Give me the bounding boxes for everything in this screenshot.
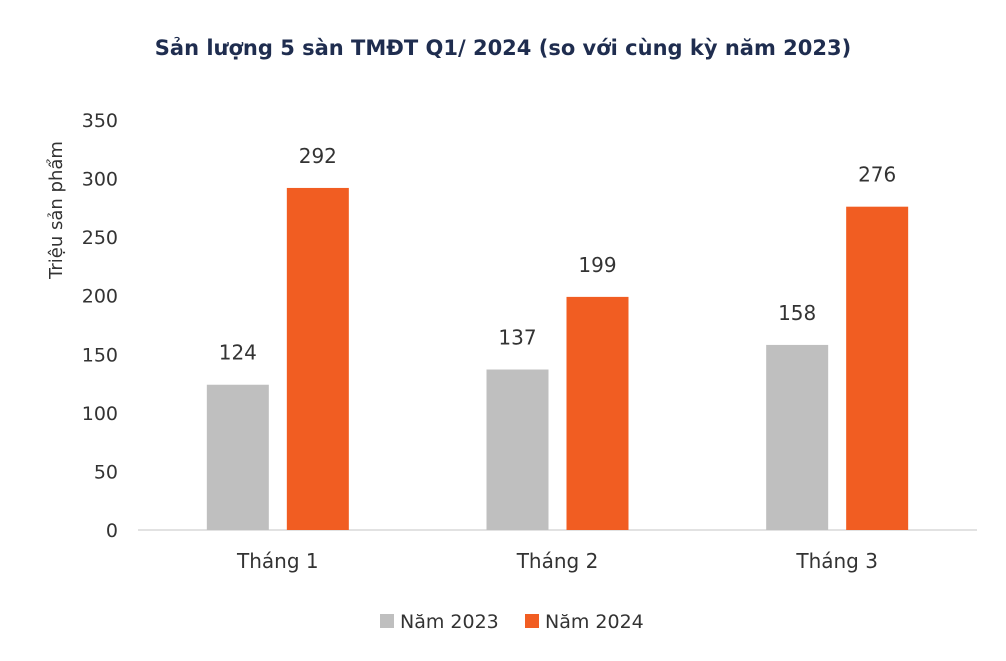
chart-title: Sản lượng 5 sàn TMĐT Q1/ 2024 (so với cù…: [155, 36, 851, 60]
y-tick-label: 0: [106, 520, 118, 542]
bar-năm-2024-3: [846, 206, 909, 530]
bars-group: 124 292 137 199 158 276: [206, 144, 909, 530]
y-tick-label: 250: [82, 227, 118, 249]
y-tick-label: 100: [82, 403, 118, 425]
bar-năm-2023-1: [206, 384, 269, 530]
bar-năm-2023-3: [766, 344, 829, 530]
x-category-label: Tháng 1: [236, 549, 319, 573]
legend-label: Năm 2023: [400, 611, 499, 633]
y-tick-label: 200: [82, 286, 118, 308]
legend-swatch: [380, 614, 394, 628]
y-tick-label: 300: [82, 169, 118, 191]
legend: Năm 2023 Năm 2024: [380, 611, 644, 633]
x-axis-categories: Tháng 1 Tháng 2 Tháng 3: [236, 549, 878, 573]
data-label: 199: [578, 253, 616, 277]
legend-swatch: [525, 614, 539, 628]
bar-năm-2024-2: [566, 296, 629, 530]
y-tick-label: 50: [94, 461, 118, 483]
data-label: 158: [778, 301, 816, 325]
legend-label: Năm 2024: [545, 611, 644, 633]
y-tick-label: 350: [82, 110, 118, 132]
x-category-label: Tháng 3: [795, 549, 878, 573]
y-axis-ticks: 0 50 100 150 200 250 300 350: [82, 110, 118, 542]
bar-năm-2024-1: [286, 187, 349, 530]
bar-năm-2023-2: [486, 369, 549, 530]
data-label: 276: [858, 163, 896, 187]
data-label: 292: [299, 144, 337, 168]
y-tick-label: 150: [82, 344, 118, 366]
data-label: 124: [219, 341, 257, 365]
data-label: 137: [498, 326, 536, 350]
x-category-label: Tháng 2: [516, 549, 599, 573]
y-axis-label: Triệu sản phẩm: [46, 141, 67, 280]
